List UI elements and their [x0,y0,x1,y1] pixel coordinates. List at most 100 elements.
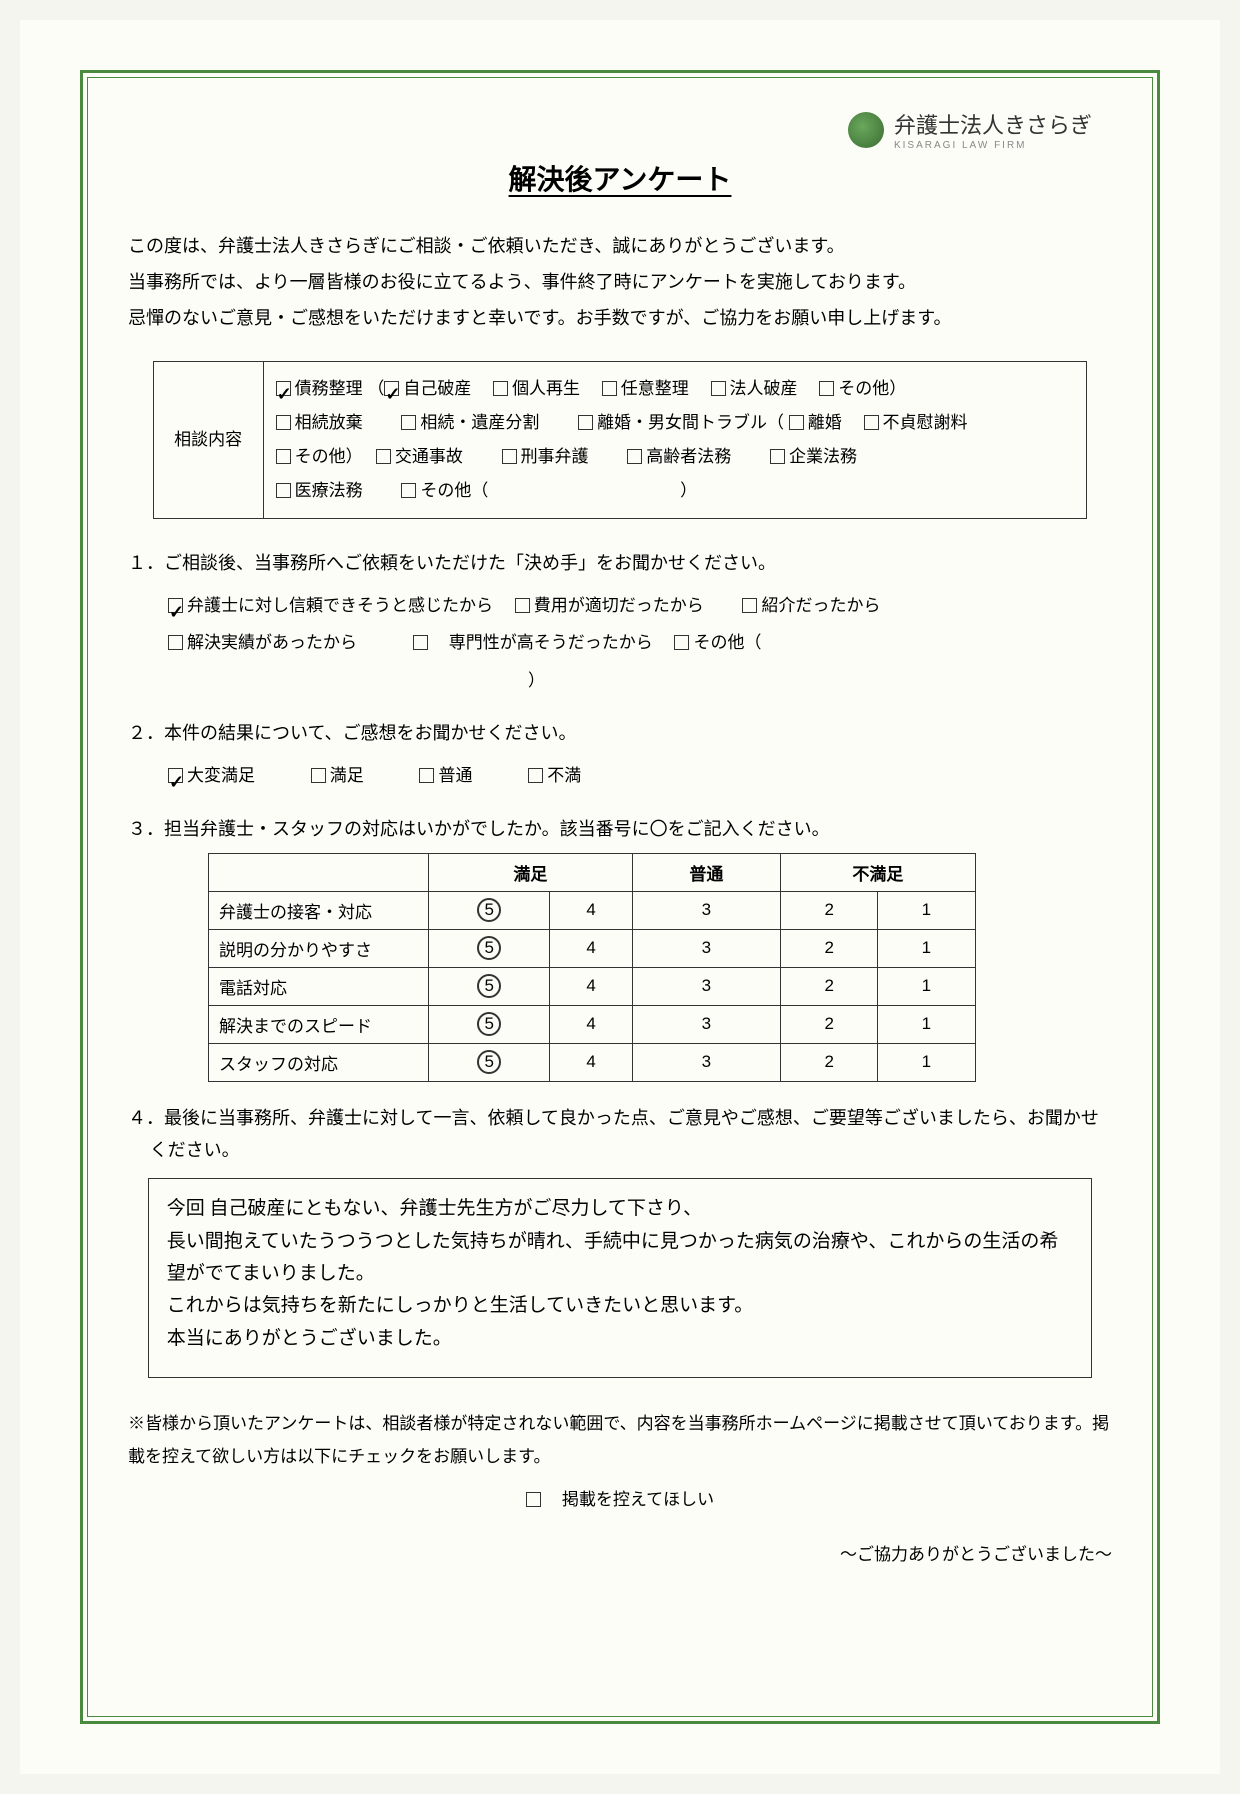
table-row: 弁護士の接客・対応 5 4 3 2 1 [209,891,976,929]
q1-options: 弁護士に対し信頼できそうと感じたから 費用が適切だったから 紹介だったから 解決… [168,587,1112,699]
checkbox-other1[interactable] [819,381,834,396]
rating-cell[interactable]: 2 [781,929,878,967]
rating-cell[interactable]: 1 [878,1043,975,1081]
row-label: スタッフの対応 [209,1043,429,1081]
checkbox-rikon-sub[interactable] [789,415,804,430]
checkbox-refrain[interactable] [526,1492,541,1507]
rating-cell[interactable]: 1 [878,891,975,929]
checkbox-q1-cost[interactable] [515,598,530,613]
row-label: 解決までのスピード [209,1005,429,1043]
checkbox-q2-satisfied[interactable] [311,768,326,783]
rating-cell[interactable]: 4 [550,929,632,967]
logo-text-wrap: 弁護士法人きさらぎ KISARAGI LAW FIRM [894,108,1092,151]
intro-line: この度は、弁護士法人きさらぎにご相談・ご依頼いただき、誠にありがとうございます。 [128,228,1112,264]
checkbox-hojin[interactable] [711,381,726,396]
checkbox-jiko[interactable] [384,381,399,396]
rating-cell[interactable]: 5 [429,967,550,1005]
rating-cell[interactable]: 3 [632,891,780,929]
rating-cell[interactable]: 5 [429,929,550,967]
refrain-option: 掲載を控えてほしい [128,1485,1112,1510]
checkbox-futei[interactable] [864,415,879,430]
q4-text: ４．最後に当事務所、弁護士に対して一言、依頼して良かった点、ご意見やご感想、ご要… [150,1102,1112,1167]
row-label: 弁護士の接客・対応 [209,891,429,929]
header-fuman: 不満足 [781,853,975,891]
rating-cell[interactable]: 2 [781,1043,878,1081]
checkbox-keiji[interactable] [502,449,517,464]
table-row: 説明の分かりやすさ 5 4 3 2 1 [209,929,976,967]
checkbox-sonota[interactable] [401,483,416,498]
rating-cell[interactable]: 4 [550,1005,632,1043]
rating-cell[interactable]: 3 [632,967,780,1005]
rating-cell[interactable]: 3 [632,929,780,967]
checkbox-q2-normal[interactable] [419,768,434,783]
intro-line: 忌憚のないご意見・ご感想をいただけますと幸いです。お手数ですが、ご協力をお願い申… [128,300,1112,336]
rating-cell[interactable]: 5 [429,891,550,929]
checkbox-q1-referral[interactable] [742,598,757,613]
rating-cell[interactable]: 4 [550,1043,632,1081]
rating-cell[interactable]: 1 [878,929,975,967]
circle-icon: 5 [477,974,501,998]
circle-icon: 5 [477,898,501,922]
firm-name: 弁護士法人きさらぎ [894,108,1092,140]
checkbox-q2-unsatisfied[interactable] [528,768,543,783]
consult-table: 相談内容 債務整理 （自己破産 個人再生 任意整理 法人破産 その他） 相続放棄… [153,361,1088,519]
checkbox-kigyou[interactable] [770,449,785,464]
rating-cell[interactable]: 2 [781,891,878,929]
rating-cell[interactable]: 4 [550,891,632,929]
thanks-text: ～ご協力ありがとうございました～ [128,1540,1112,1565]
table-row: 電話対応 5 4 3 2 1 [209,967,976,1005]
rating-table: 満足 普通 不満足 弁護士の接客・対応 5 4 3 2 1 説明の分かりやすさ … [208,853,976,1082]
checkbox-kojin[interactable] [493,381,508,396]
checkbox-iryou[interactable] [276,483,291,498]
checkbox-saimu[interactable] [276,381,291,396]
inner-border: 弁護士法人きさらぎ KISARAGI LAW FIRM 解決後アンケート この度… [87,77,1153,1717]
checkbox-nini[interactable] [602,381,617,396]
rating-cell[interactable]: 5 [429,1043,550,1081]
rating-cell[interactable]: 2 [781,1005,878,1043]
q1-text: １．ご相談後、当事務所へご依頼をいただけた「決め手」をお聞かせください。 [128,549,1112,575]
circle-icon: 5 [477,1012,501,1036]
checkbox-q1-other[interactable] [674,635,689,650]
circle-icon: 5 [477,936,501,960]
q3-text: ３．担当弁護士・スタッフの対応はいかがでしたか。該当番号に〇をご記入ください。 [128,815,1112,841]
q2-text: ２．本件の結果について、ご感想をお聞かせください。 [128,719,1112,745]
intro-line: 当事務所では、より一層皆様のお役に立てるよう、事件終了時にアンケートを実施してお… [128,264,1112,300]
outer-border: 弁護士法人きさらぎ KISARAGI LAW FIRM 解決後アンケート この度… [80,70,1160,1724]
rating-cell[interactable]: 3 [632,1043,780,1081]
consult-options: 債務整理 （自己破産 個人再生 任意整理 法人破産 その他） 相続放棄 相続・遺… [263,362,1087,519]
checkbox-q1-expertise[interactable] [413,635,428,650]
circle-icon: 5 [477,1050,501,1074]
footnote: ※皆様から頂いたアンケートは、相談者様が特定されない範囲で、内容を当事務所ホーム… [128,1408,1112,1473]
checkbox-q1-record[interactable] [168,635,183,650]
checkbox-q2-very[interactable] [168,768,183,783]
table-row: 解決までのスピード 5 4 3 2 1 [209,1005,976,1043]
checkbox-kourei[interactable] [627,449,642,464]
checkbox-q1-trust[interactable] [168,598,183,613]
rating-header: 満足 普通 不満足 [209,853,976,891]
checkbox-souzoku-bun[interactable] [401,415,416,430]
row-label: 説明の分かりやすさ [209,929,429,967]
checkbox-souzoku-houki[interactable] [276,415,291,430]
rating-cell[interactable]: 2 [781,967,878,1005]
page: 弁護士法人きさらぎ KISARAGI LAW FIRM 解決後アンケート この度… [20,20,1220,1774]
rating-cell[interactable]: 1 [878,967,975,1005]
intro-text: この度は、弁護士法人きさらぎにご相談・ご依頼いただき、誠にありがとうございます。… [128,228,1112,336]
checkbox-rikon[interactable] [578,415,593,430]
page-title: 解決後アンケート [128,158,1112,198]
row-label: 電話対応 [209,967,429,1005]
rating-cell[interactable]: 5 [429,1005,550,1043]
header-futsu: 普通 [632,853,780,891]
consult-label: 相談内容 [153,362,263,519]
checkbox-other2[interactable] [276,449,291,464]
logo: 弁護士法人きさらぎ KISARAGI LAW FIRM [848,108,1092,151]
logo-icon [848,112,884,148]
header-manzoku: 満足 [429,853,633,891]
rating-cell[interactable]: 4 [550,967,632,1005]
rating-cell[interactable]: 1 [878,1005,975,1043]
rating-cell[interactable]: 3 [632,1005,780,1043]
checkbox-koutsu[interactable] [376,449,391,464]
table-row: スタッフの対応 5 4 3 2 1 [209,1043,976,1081]
comment-box[interactable]: 今回 自己破産にともない、弁護士先生方がご尽力して下さり、 長い間抱えていたうつ… [148,1178,1093,1378]
q2-options: 大変満足 満足 普通 不満 [168,757,1112,794]
firm-subtitle: KISARAGI LAW FIRM [894,140,1092,151]
